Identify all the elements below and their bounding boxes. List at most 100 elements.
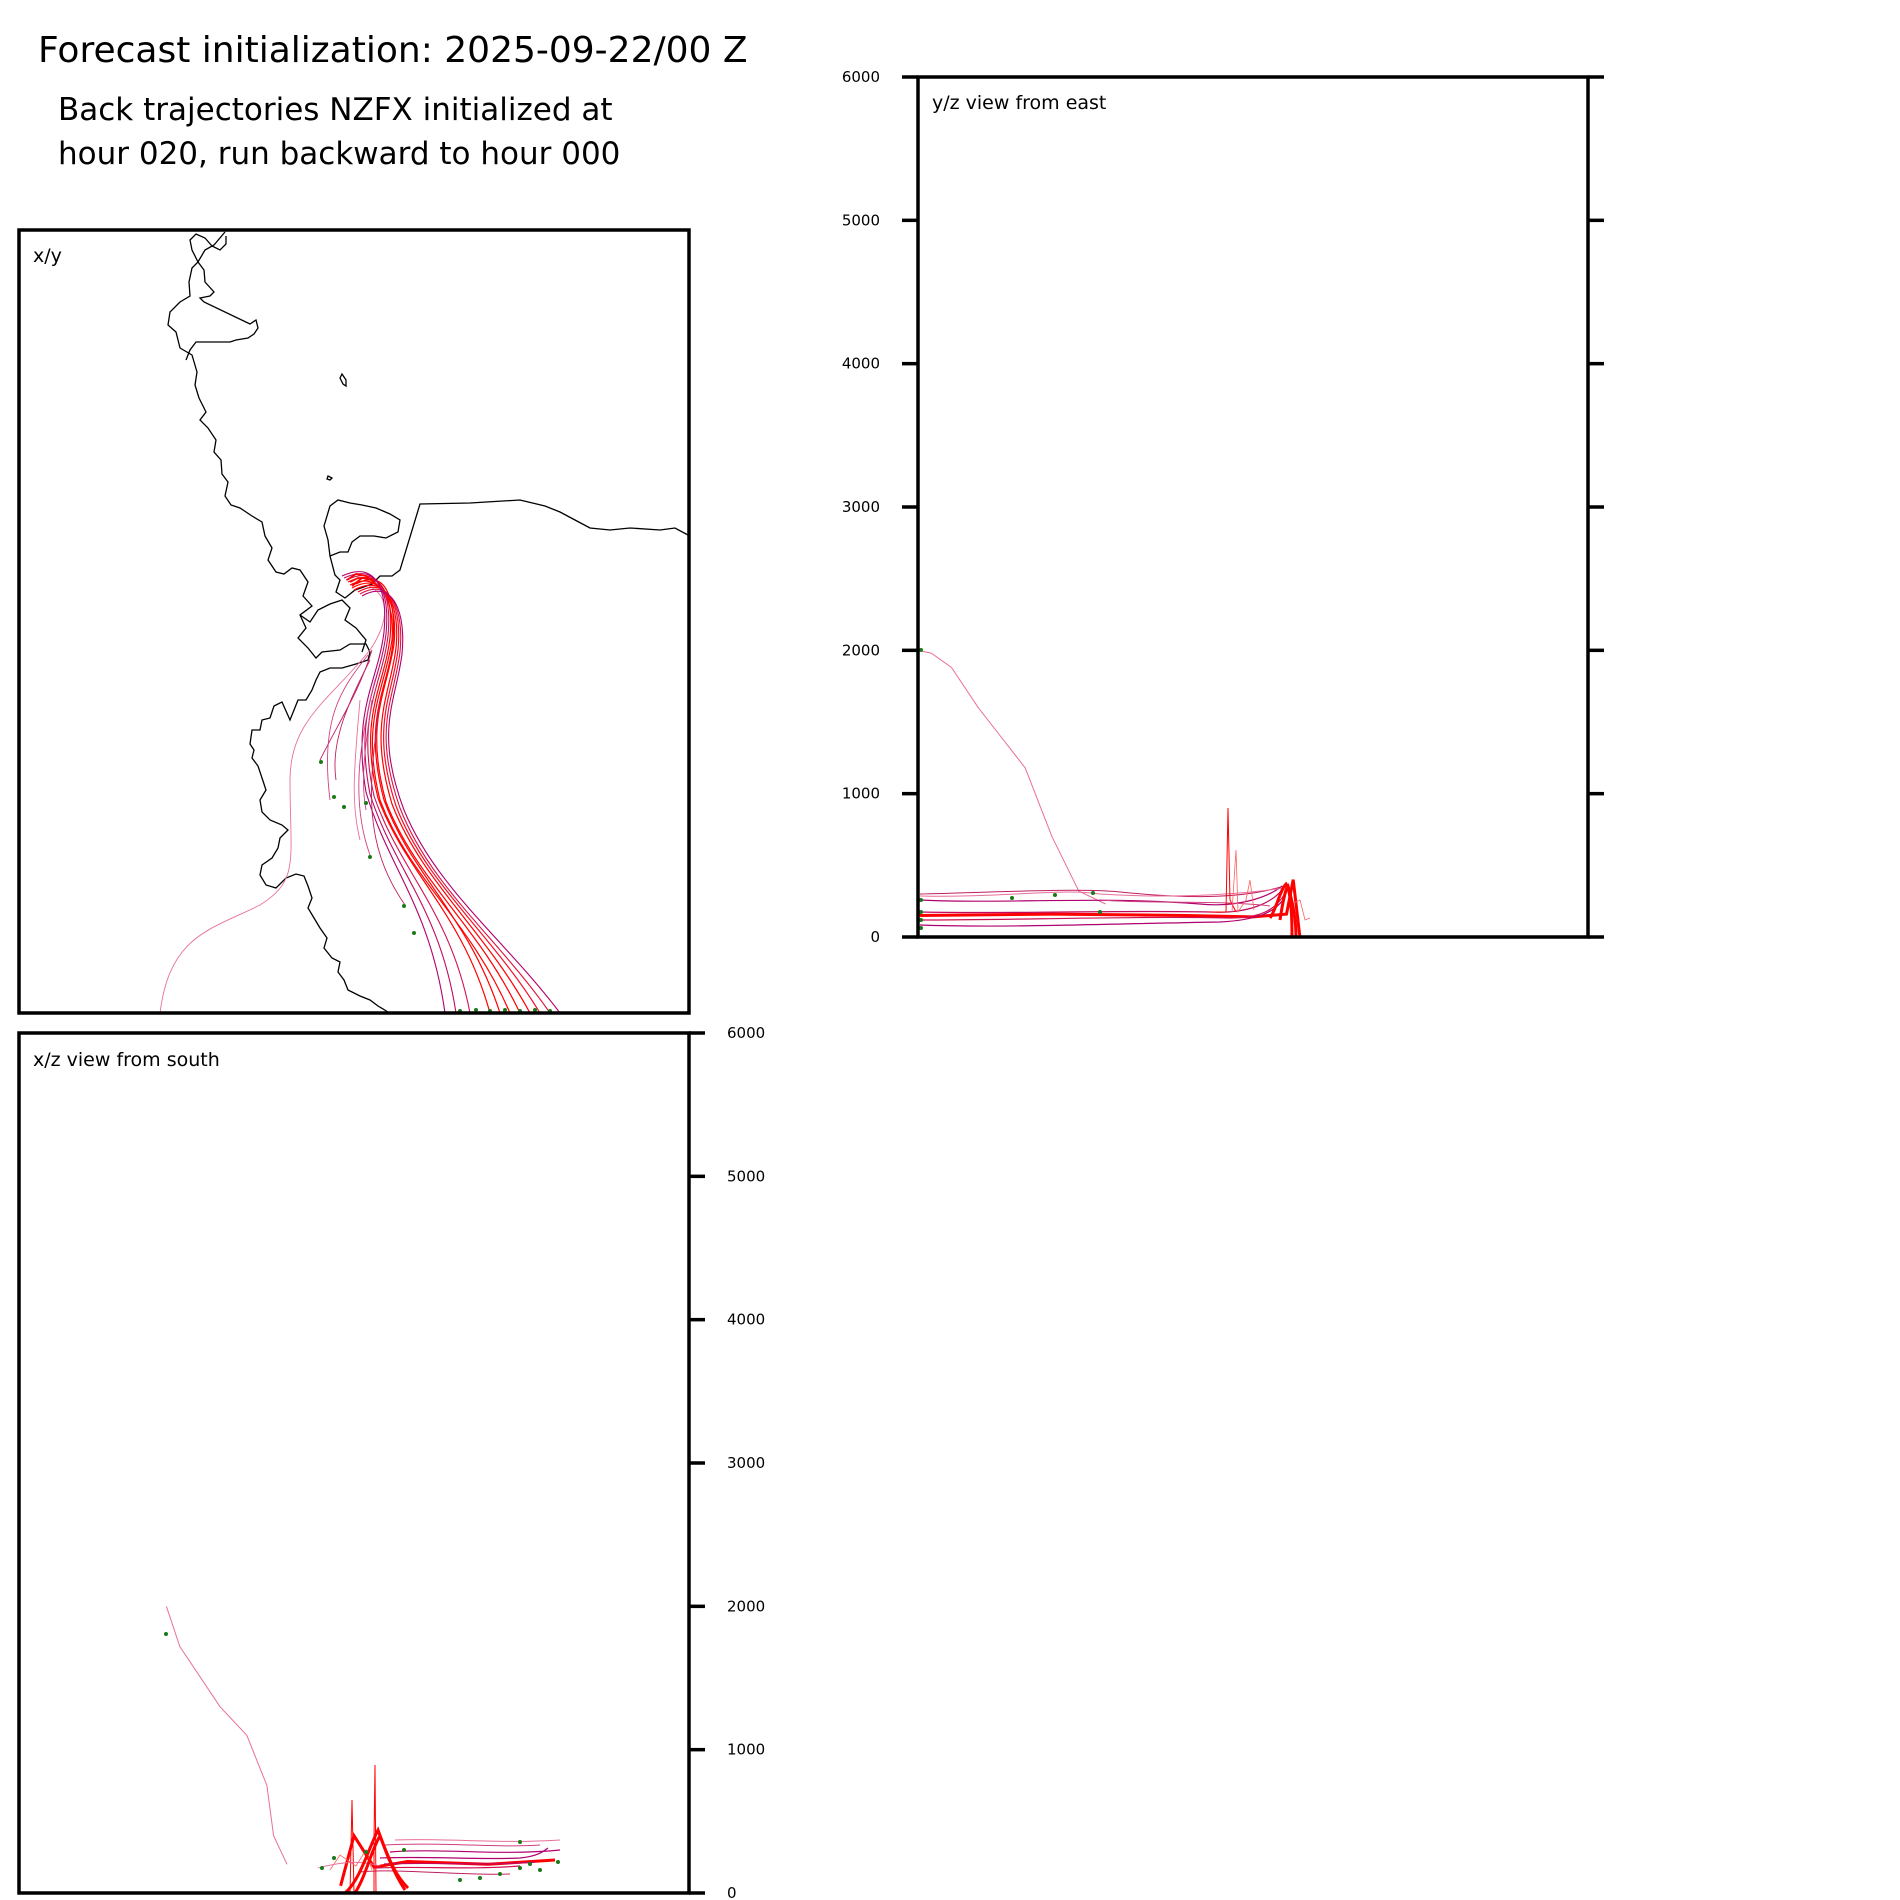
- endpoint-dot: [919, 918, 923, 922]
- trajectory-line: [359, 1870, 511, 1875]
- trajectory-line: [358, 679, 376, 856]
- subtitle-line-1: Back trajectories NZFX initialized at: [58, 92, 613, 128]
- endpoint-dot: [342, 805, 346, 809]
- endpoint-dot: [474, 1008, 478, 1012]
- endpoint-dot: [458, 1878, 462, 1882]
- trajectory-line: [919, 894, 1285, 921]
- coastline-islet-1: [339, 372, 347, 388]
- trajectory-line: [353, 699, 361, 841]
- trajectory-line: [919, 885, 1283, 906]
- endpoint-dot: [1053, 893, 1057, 897]
- trajectory-line: [363, 699, 373, 811]
- forecast-title: Forecast initialization: 2025-09-22/00 Z: [38, 30, 748, 71]
- trajectory-line: [389, 1849, 561, 1853]
- trajectory-line: [1231, 849, 1255, 914]
- endpoint-dot: [528, 1862, 532, 1866]
- trajectory-line: [1099, 899, 1271, 907]
- xz-frame: [17, 1031, 691, 1895]
- yz-ticks: 0 1000 2000 3000 4000 5000 6000: [842, 68, 1604, 946]
- coastline-peninsula: [299, 599, 367, 653]
- trajectory-lines: [159, 571, 561, 1013]
- trajectory-line: [359, 588, 551, 1013]
- trajectory-line: [361, 590, 561, 1013]
- trajectory-line: [159, 584, 386, 1013]
- yz-outlier-line: [918, 649, 1106, 905]
- trajectory-line: [353, 584, 531, 1013]
- xz-tick-label: 2000: [727, 1597, 765, 1615]
- trajectory-line: [341, 571, 446, 1013]
- trajectory-line: [334, 659, 371, 781]
- trajectory-line: [1289, 899, 1311, 921]
- trajectory-line: [394, 1839, 561, 1842]
- endpoint-dot: [1098, 910, 1102, 914]
- trajectory-line: [383, 1861, 536, 1865]
- endpoint-dot: [919, 910, 923, 914]
- xy-panel-label: x/y: [33, 245, 62, 267]
- trajectory-line: [353, 1832, 410, 1893]
- xz-panel: x/z view from south 0 1000 2000 3000 4000 500…: [17, 1024, 765, 1900]
- endpoint-dot: [919, 648, 923, 652]
- endpoint-dot: [518, 1866, 522, 1870]
- xz-tick-label: 1000: [727, 1741, 765, 1759]
- trajectory-line: [326, 654, 369, 801]
- endpoint-dot: [503, 1008, 507, 1012]
- trajectory-line: [351, 577, 381, 589]
- coastline-harbour: [323, 499, 401, 557]
- endpoint-dot: [364, 801, 368, 805]
- endpoint-dot: [402, 904, 406, 908]
- endpoint-dot: [538, 1868, 542, 1872]
- xz-tick-label: 4000: [727, 1311, 765, 1329]
- xy-frame: [17, 228, 691, 1015]
- coastline-east: [329, 499, 689, 599]
- xz-endpoints: [164, 1632, 560, 1882]
- endpoint-dot: [412, 931, 416, 935]
- yz-tick-label: 2000: [842, 641, 880, 659]
- coastline-cape: [189, 233, 227, 263]
- coastline-north: [185, 261, 259, 361]
- endpoint-dot: [368, 855, 372, 859]
- endpoint-dot: [478, 1876, 482, 1880]
- xz-ticks: 0 1000 2000 3000 4000 5000 6000: [689, 1024, 765, 1900]
- trajectory-line: [1268, 881, 1294, 937]
- yz-endpoints: [919, 648, 1102, 930]
- endpoint-dot: [164, 1632, 168, 1636]
- yz-tick-label: 3000: [842, 498, 880, 516]
- endpoint-dot: [332, 1856, 336, 1860]
- xz-outlier-line: [165, 1606, 288, 1865]
- coastline-islet-2: [326, 475, 334, 481]
- xz-tick-label: 3000: [727, 1454, 765, 1472]
- trajectory-line: [919, 885, 1285, 898]
- yz-panel: y/z view from east 0 1000 2000 3000 4000 5000…: [842, 68, 1604, 946]
- endpoint-dot: [402, 1848, 406, 1852]
- yz-trajectory-bundle: [919, 807, 1311, 937]
- xy-panel: x/y: [17, 228, 691, 1015]
- endpoint-dot: [919, 926, 923, 930]
- yz-tick-label: 1000: [842, 785, 880, 803]
- subtitle: Back trajectories NZFX initialized at ho…: [58, 88, 620, 176]
- xz-tick-label: 0: [727, 1884, 737, 1900]
- trajectory-line: [351, 582, 521, 1013]
- trajectory-line: [373, 1764, 377, 1893]
- endpoint-dot: [498, 1872, 502, 1876]
- trajectory-line: [357, 586, 541, 1013]
- trajectory-line: [375, 1865, 521, 1869]
- xz-trajectory-bundle: [317, 1764, 561, 1893]
- xz-panel-label: x/z view from south: [33, 1049, 220, 1071]
- trajectory-line: [343, 573, 457, 1013]
- yz-tick-label: 0: [870, 928, 880, 946]
- yz-frame: [916, 75, 1590, 939]
- endpoint-dot: [919, 898, 923, 902]
- trajectory-line: [1210, 807, 1237, 913]
- subtitle-line-2: hour 020, run backward to hour 000: [58, 136, 621, 172]
- coastline-west: [167, 231, 389, 1013]
- yz-tick-label: 5000: [842, 211, 880, 229]
- endpoint-dot: [319, 760, 323, 764]
- trajectory-line: [371, 699, 406, 906]
- trajectory-line: [1278, 883, 1298, 937]
- yz-tick-label: 4000: [842, 355, 880, 373]
- endpoint-dot: [533, 1008, 537, 1012]
- trajectory-line: [345, 575, 471, 1013]
- endpoint-dot: [556, 1860, 560, 1864]
- endpoint-dot: [364, 1850, 368, 1854]
